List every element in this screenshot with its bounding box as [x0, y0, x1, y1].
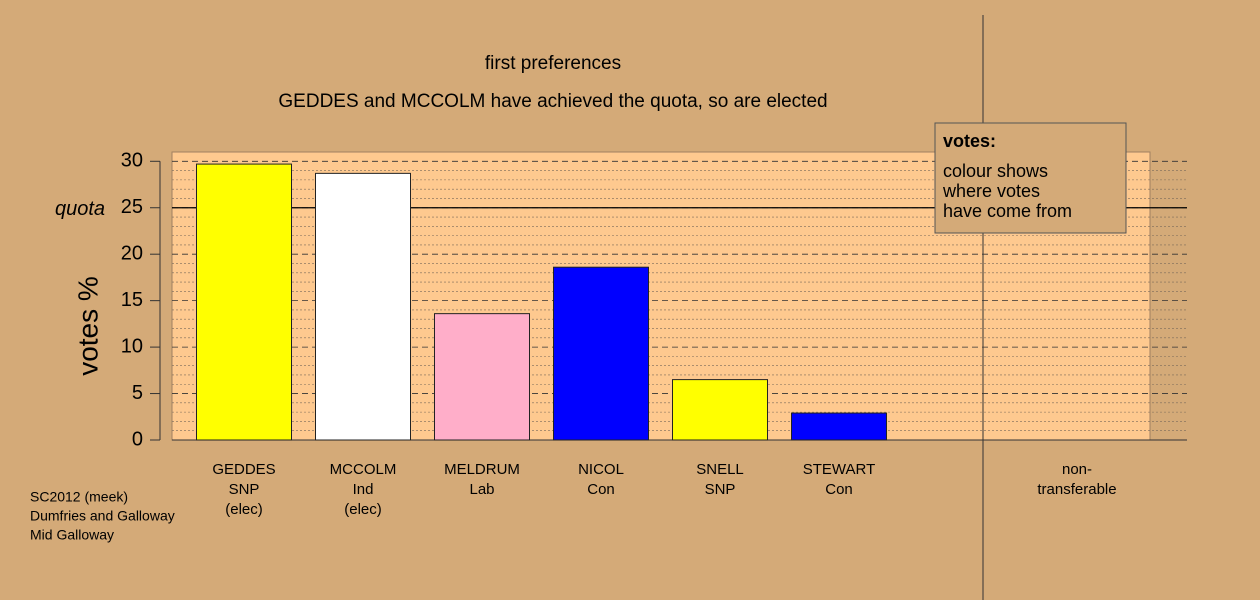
y-tick-label: 30: [121, 150, 143, 172]
party-label: Con: [825, 481, 853, 498]
party-label: SNP: [705, 481, 736, 498]
bar: [196, 163, 292, 441]
party-label: SNP: [229, 481, 260, 498]
y-axis-label: votes %: [72, 276, 103, 376]
party-label: Ind: [353, 481, 374, 498]
status-label: (elec): [225, 501, 263, 518]
x-tick-label: STEWART: [803, 461, 876, 478]
footnote-line: SC2012 (meek): [30, 489, 128, 505]
party-label: Lab: [469, 481, 494, 498]
bar: [672, 379, 768, 441]
legend-box: [934, 122, 1127, 234]
y-tick-label: 15: [121, 289, 143, 311]
y-tick-label: 10: [121, 335, 143, 357]
chart-subtitle: GEDDES and MCCOLM have achieved the quot…: [278, 91, 827, 112]
legend-text: colour shows: [943, 161, 1048, 181]
x-tick-label: MCCOLM: [330, 461, 397, 478]
legend-text: have come from: [943, 201, 1072, 221]
bar: [553, 266, 649, 441]
x-tick-label: SNELL: [696, 461, 744, 478]
y-tick-label: 20: [121, 242, 143, 264]
bar: [315, 172, 411, 441]
x-tick-label: GEDDES: [212, 461, 275, 478]
legend-title: votes:: [943, 131, 996, 151]
bar: [791, 412, 887, 441]
party-label: Con: [587, 481, 615, 498]
legend-text: where votes: [942, 181, 1040, 201]
footnote: SC2012 (meek) Dumfries and Galloway Mid Ga…: [30, 489, 175, 543]
y-tick-label: 0: [132, 428, 143, 450]
quota-label: quota: [55, 198, 105, 220]
x-tick-label: non-transferable: [1037, 461, 1116, 498]
y-tick-label: 25: [121, 196, 143, 218]
footnote-line: Dumfries and Galloway: [30, 508, 175, 524]
bar: [434, 313, 530, 441]
y-tick-label: 5: [132, 382, 143, 404]
x-tick-label: MELDRUM: [444, 461, 520, 478]
status-label: (elec): [344, 501, 382, 518]
x-tick-label: NICOL: [578, 461, 624, 478]
footnote-line: Mid Galloway: [30, 527, 114, 543]
chart-title: first preferences: [485, 53, 621, 74]
